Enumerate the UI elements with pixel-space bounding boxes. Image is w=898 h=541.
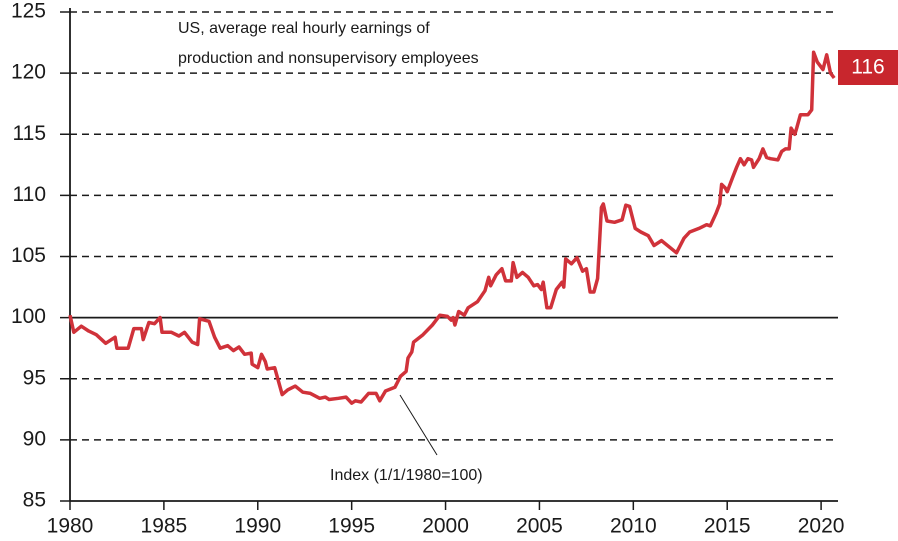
y-tick-label: 95 [23, 366, 46, 389]
x-tick-label: 1995 [328, 515, 375, 538]
end-label-box [838, 50, 898, 85]
x-tick-label: 2010 [610, 515, 657, 538]
end-label: 116 [851, 56, 884, 79]
y-tick-label: 85 [23, 489, 46, 512]
y-tick-label: 115 [13, 122, 46, 145]
x-tick-label: 1980 [47, 515, 94, 538]
y-tick-label: 90 [23, 427, 46, 450]
chart-title: production and nonsupervisory employees [178, 50, 479, 67]
annotation-pointer [399, 394, 438, 456]
x-tick-label: 2000 [422, 515, 469, 538]
x-tick-label: 2015 [704, 515, 751, 538]
y-tick-label: 120 [11, 61, 46, 84]
chart-title: US, average real hourly earnings of [178, 20, 430, 37]
y-tick-label: 125 [11, 0, 46, 23]
y-tick-label: 105 [11, 244, 46, 267]
x-tick-label: 1990 [234, 515, 281, 538]
x-tick-label: 1985 [141, 515, 188, 538]
y-tick-label: 100 [11, 305, 46, 328]
y-tick-label: 110 [13, 183, 46, 206]
x-tick-label: 2005 [516, 515, 563, 538]
x-tick-label: 2020 [798, 515, 845, 538]
annotation: Index (1/1/1980=100) [330, 467, 483, 484]
data-line [68, 50, 836, 405]
